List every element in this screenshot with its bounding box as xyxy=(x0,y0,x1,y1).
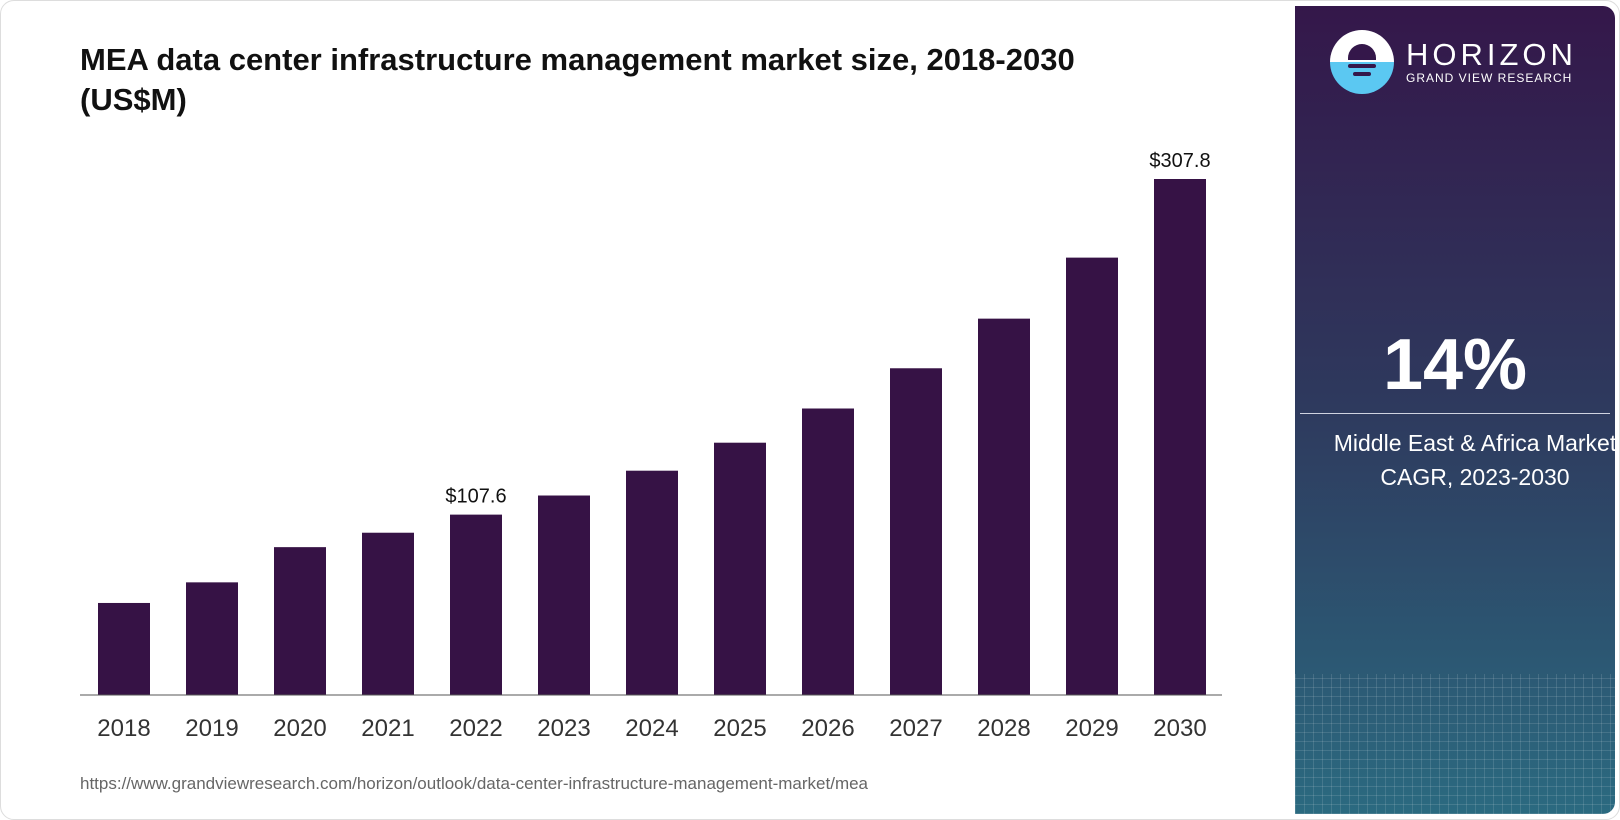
cagr-label-line2: CAGR, 2023-2030 xyxy=(1380,464,1570,490)
bar-2025 xyxy=(714,442,766,695)
bar-2027 xyxy=(890,368,942,695)
source-url[interactable]: https://www.grandviewresearch.com/horizo… xyxy=(80,774,869,793)
x-tick-label: 2030 xyxy=(1153,715,1206,742)
x-tick-label: 2026 xyxy=(801,715,854,742)
horizon-logo: HORIZON GRAND VIEW RESEARCH xyxy=(1330,30,1577,94)
divider xyxy=(1300,413,1610,414)
x-tick-label: 2025 xyxy=(713,715,766,742)
x-tick-label: 2023 xyxy=(537,715,590,742)
bar-2030 xyxy=(1154,179,1206,695)
bar-2026 xyxy=(802,408,854,695)
x-tick-label: 2027 xyxy=(889,715,942,742)
cagr-value: 14% xyxy=(1382,325,1528,405)
x-tick-label: 2020 xyxy=(273,715,326,742)
bar-2028 xyxy=(978,318,1030,695)
bar-2018 xyxy=(98,602,150,695)
x-tick-label: 2018 xyxy=(97,715,150,742)
side-panel: HORIZON GRAND VIEW RESEARCH 14% Middle Ea… xyxy=(1295,6,1615,814)
x-tick-label: 2029 xyxy=(1065,715,1118,742)
x-tick-label: 2019 xyxy=(185,715,238,742)
bar-2023 xyxy=(538,495,590,695)
x-tick-label: 2028 xyxy=(977,715,1030,742)
x-tick-label: 2021 xyxy=(361,715,414,742)
horizon-sun-icon xyxy=(1330,30,1394,94)
chart-title: MEA data center infrastructure managemen… xyxy=(80,42,1075,117)
bar-2021 xyxy=(362,532,414,695)
bar-2022 xyxy=(450,514,502,695)
bar-chart: 2018 2019 2020 2021 2022 $107.6 2023 2024 2025 20… xyxy=(80,150,1222,742)
data-label: $307.8 xyxy=(1149,150,1210,172)
x-tick-label: 2024 xyxy=(625,715,678,742)
bar-2029 xyxy=(1066,257,1118,695)
brand-subtitle: GRAND VIEW RESEARCH xyxy=(1406,71,1573,85)
brand-name: HORIZON xyxy=(1406,37,1577,72)
decorative-mesh xyxy=(1295,674,1615,814)
bar-2024 xyxy=(626,470,678,695)
bar-2020 xyxy=(274,547,326,695)
bar-2019 xyxy=(186,582,238,695)
x-tick-label: 2022 xyxy=(449,715,502,742)
data-label: $107.6 xyxy=(445,486,506,508)
cagr-label-line1: Middle East & Africa Market xyxy=(1333,430,1615,456)
